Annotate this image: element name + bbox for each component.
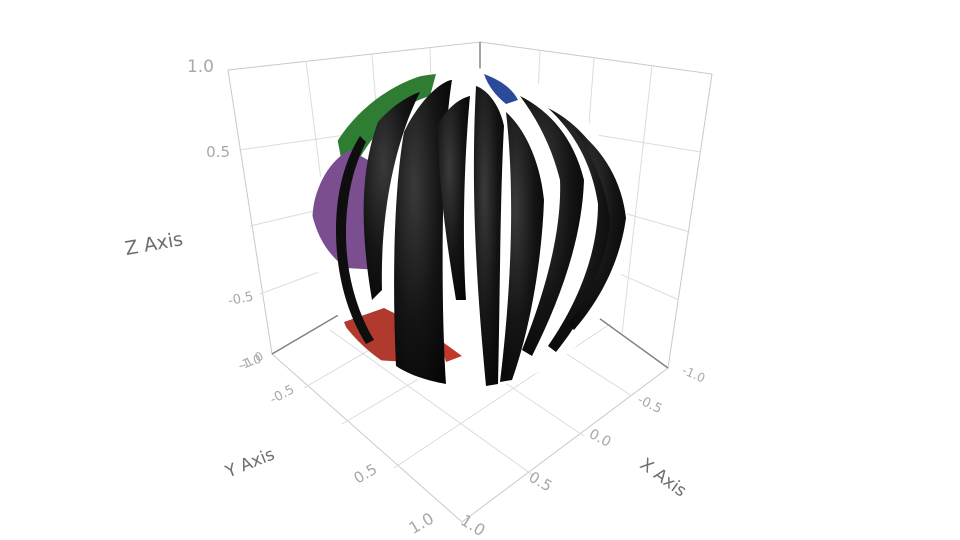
y-tick-label: 0.5 — [351, 460, 381, 488]
band-center-left — [438, 96, 470, 300]
blue-patch — [484, 74, 518, 104]
x-tick-label: 0.0 — [586, 426, 613, 451]
band-center — [473, 86, 504, 386]
sphere-surface — [312, 68, 628, 388]
z-axis-title: Z Axis — [123, 228, 184, 260]
band-rim-left — [336, 136, 374, 344]
band-right-1 — [520, 96, 584, 356]
y-axis-title: Y Axis — [222, 444, 278, 482]
band-right-3 — [568, 128, 626, 330]
band-left — [394, 80, 452, 384]
band-outer-left — [363, 92, 420, 300]
z-tick-label: 0.5 — [206, 143, 230, 161]
y-axis-ticks: -1.0-0.50.51.0 — [238, 349, 437, 538]
z-tick-label: -0.5 — [227, 289, 255, 309]
z-axis-ticks: -1.0-0.50.51.0 — [187, 57, 263, 373]
y-tick-label: -0.5 — [268, 382, 297, 407]
y-tick-label: 1.0 — [405, 509, 437, 538]
z-tick-label: 1.0 — [187, 57, 214, 77]
x-tick-label: 0.5 — [526, 468, 556, 496]
x-axis-ticks: -1.0 -0.5 0.0 0.5 1.0 — [457, 363, 707, 540]
x-tick-label: -0.5 — [635, 393, 664, 418]
red-sliver — [440, 340, 462, 362]
x-axis-title: X Axis — [636, 454, 690, 501]
band-center-right — [500, 112, 544, 382]
x-tick-label: -1.0 — [680, 363, 707, 385]
x-tick-label: 1.0 — [457, 511, 489, 540]
